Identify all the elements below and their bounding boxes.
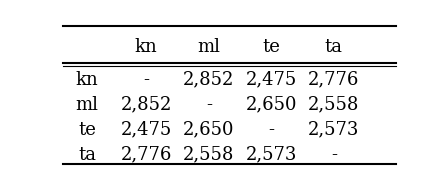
Text: 2,776: 2,776	[308, 71, 359, 89]
Text: 2,650: 2,650	[183, 121, 234, 139]
Text: -: -	[143, 71, 149, 89]
Text: ta: ta	[78, 146, 96, 164]
Text: 2,776: 2,776	[121, 146, 172, 164]
Text: 2,475: 2,475	[121, 121, 172, 139]
Text: 2,573: 2,573	[246, 146, 297, 164]
Text: 2,852: 2,852	[183, 71, 234, 89]
Text: ta: ta	[325, 38, 343, 56]
Text: 2,852: 2,852	[121, 96, 172, 114]
Text: te: te	[78, 121, 96, 139]
Text: te: te	[263, 38, 280, 56]
Text: kn: kn	[76, 71, 99, 89]
Text: 2,573: 2,573	[308, 121, 359, 139]
Text: -: -	[331, 146, 337, 164]
Text: 2,558: 2,558	[183, 146, 234, 164]
Text: -: -	[268, 121, 274, 139]
Text: -: -	[206, 96, 212, 114]
Text: 2,558: 2,558	[308, 96, 359, 114]
Text: ml: ml	[197, 38, 220, 56]
Text: 2,475: 2,475	[246, 71, 297, 89]
Text: ml: ml	[76, 96, 99, 114]
Text: 2,650: 2,650	[246, 96, 297, 114]
Text: kn: kn	[135, 38, 158, 56]
